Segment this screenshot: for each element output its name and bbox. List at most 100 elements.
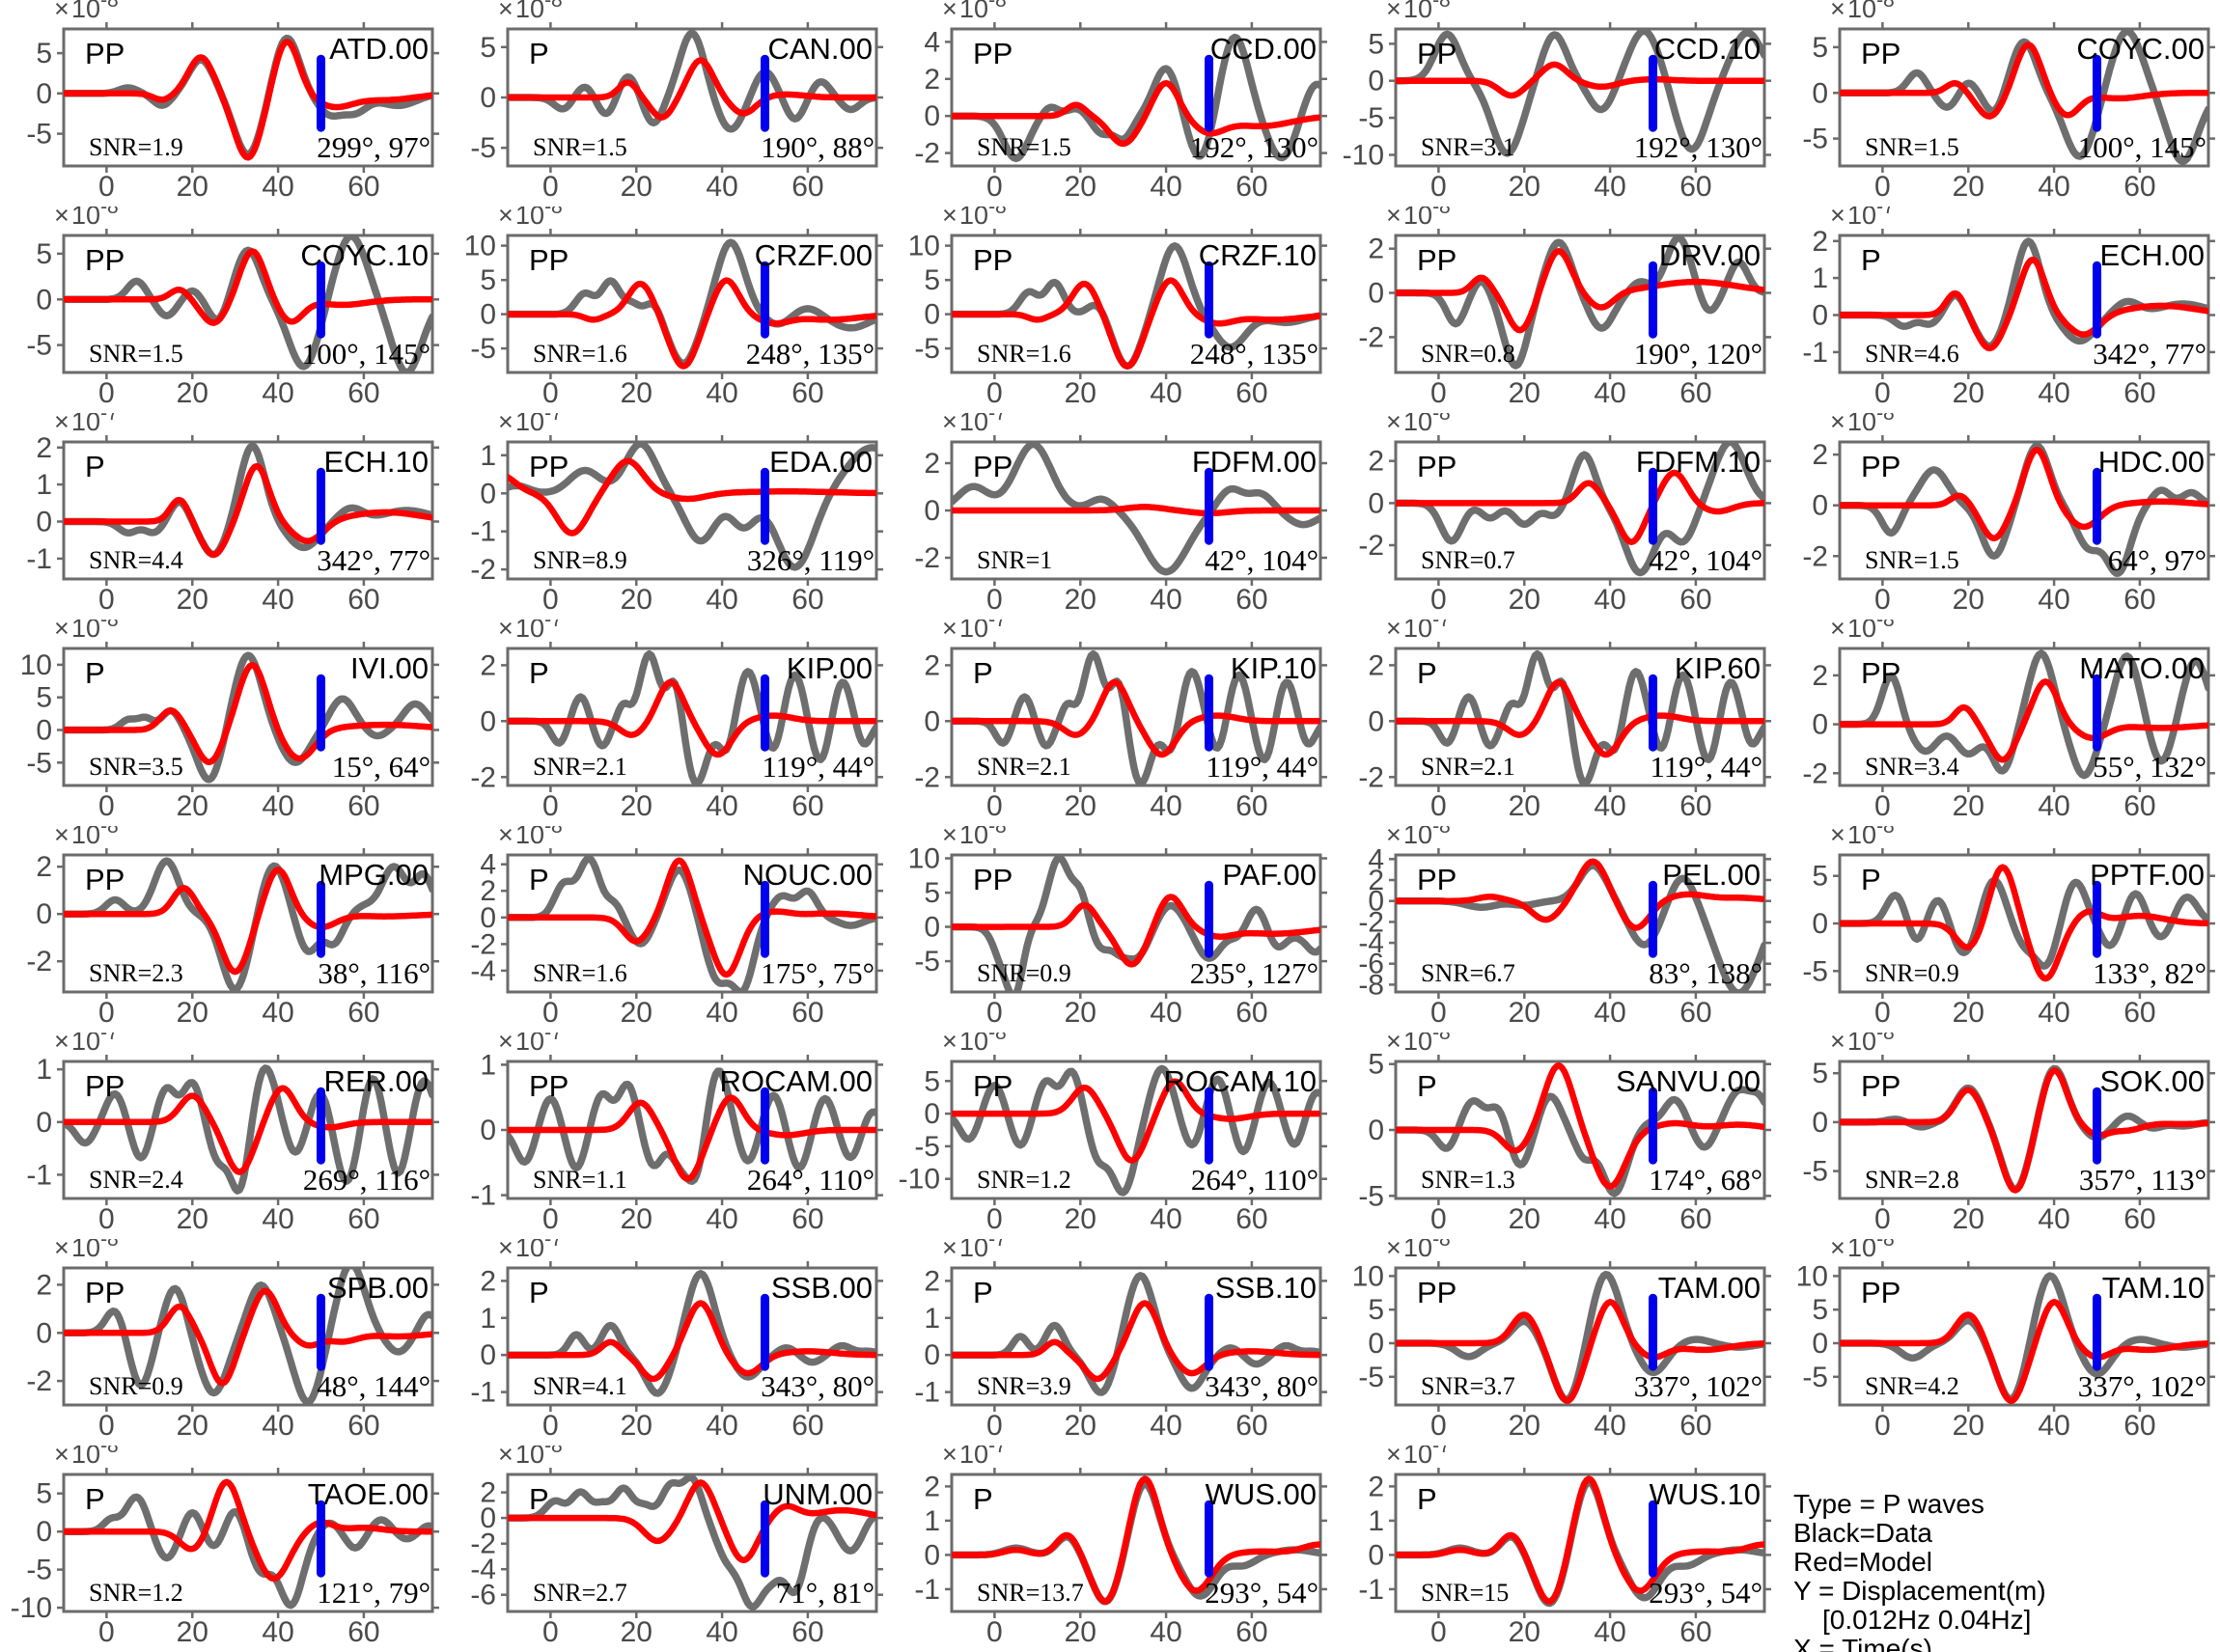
x-tick-label: 20 — [1509, 377, 1540, 409]
panel-PAF.00: 0 20 40 60 10 5 0 -5 × 10-8 PP PAF.00 SNR=0.9 235°, … — [888, 815, 1332, 1032]
axes-box — [62, 440, 434, 581]
model-waveform — [1396, 858, 1764, 931]
x-tick-label: 0 — [542, 790, 559, 822]
phase-label: PP — [85, 37, 125, 70]
y-tick-label: -4 — [470, 955, 496, 987]
y-tick-label: 5 — [36, 238, 52, 270]
station-label: WUS.10 — [1650, 1477, 1761, 1511]
y-tick-label: 10 — [908, 843, 940, 875]
snr-label: SNR=15 — [1421, 1579, 1509, 1607]
panel-CCD.00: 0 20 40 60 4 2 0 -2 × 10-8 PP CCD.00 SNR=1.5 192°, 1… — [888, 0, 1332, 206]
y-tick-label: -2 — [470, 1528, 496, 1560]
y-exponent: × 10-8 — [1386, 413, 1451, 436]
snr-label: SNR=3.7 — [1421, 1372, 1515, 1400]
panel-KIP.00: 0 20 40 60 2 0 -2 × 10-7 P KIP.00 SNR=2.1 119°, 44° — [444, 609, 888, 826]
x-tick-label: 20 — [621, 1203, 652, 1235]
y-exponent: × 10-7 — [498, 620, 563, 643]
angles-label: 192°, 130° — [1634, 130, 1762, 164]
x-tick-label: 0 — [1874, 584, 1891, 616]
x-tick-label: 40 — [1594, 1410, 1625, 1442]
y-tick-label: -2 — [1802, 757, 1828, 789]
x-tick-label: 40 — [1594, 377, 1625, 409]
y-tick-label: 0 — [480, 902, 496, 934]
x-tick-label: 0 — [1430, 584, 1447, 616]
x-tick-label: 60 — [347, 584, 379, 616]
x-tick-label: 40 — [706, 584, 737, 616]
axes-box — [950, 27, 1322, 168]
phase-label: PP — [1417, 1276, 1457, 1309]
y-tick-label: 2 — [1368, 1471, 1384, 1502]
x-tick-label: 40 — [706, 171, 737, 203]
snr-label: SNR=1.5 — [1865, 133, 1959, 161]
panel-TAOE.00: 0 20 40 60 5 0 -5 -10 × 10-8 P TAOE.00 SNR=1.2 121°,… — [0, 1435, 444, 1652]
snr-label: SNR=1.5 — [533, 133, 627, 161]
y-tick-label: -10 — [11, 1592, 52, 1624]
x-tick-label: 20 — [177, 1410, 208, 1442]
x-tick-label: 40 — [706, 790, 737, 822]
y-tick-label: -2 — [26, 1365, 52, 1397]
panel-WUS.00: 0 20 40 60 2 1 0 -1 × 10-7 P WUS.00 SNR=13.7 293°, 5… — [888, 1435, 1332, 1652]
x-tick-label: 0 — [986, 790, 1003, 822]
model-waveform — [1396, 678, 1764, 758]
x-tick-label: 60 — [791, 171, 823, 203]
model-waveform — [64, 1085, 432, 1175]
x-tick-label: 40 — [1594, 1616, 1625, 1648]
y-tick-label: 2 — [1368, 446, 1384, 478]
x-tick-label: 20 — [621, 1410, 652, 1442]
angles-label: 55°, 132° — [2093, 750, 2206, 784]
x-tick-label: 0 — [1874, 790, 1891, 822]
y-tick-label: -5 — [1802, 1156, 1828, 1188]
y-tick-label: -2 — [914, 761, 940, 793]
x-tick-label: 0 — [986, 584, 1003, 616]
x-tick-label: 60 — [1235, 1616, 1267, 1648]
angles-label: 248°, 135° — [746, 337, 874, 371]
x-tick-label: 40 — [1594, 1203, 1625, 1235]
model-waveform — [1840, 256, 2208, 352]
axes-box — [506, 1266, 878, 1407]
x-tick-label: 40 — [262, 1616, 293, 1648]
station-label: MATO.00 — [2079, 651, 2205, 685]
x-tick-label: 40 — [1150, 790, 1181, 822]
axis-ticks — [1833, 1055, 2215, 1205]
panel-plot: 0 20 40 60 2 1 0 -1 × 10-7 P ECH.10 SNR=4.4 342°, 77… — [26, 402, 439, 616]
y-tick-label: -10 — [1343, 140, 1384, 172]
x-tick-label: 0 — [98, 377, 115, 409]
panel-IVI.00: 0 20 40 60 10 5 0 -5 × 10-8 P IVI.00 SNR=3.5 15°, 64… — [0, 609, 444, 826]
x-tick-label: 40 — [706, 1203, 737, 1235]
y-tick-label: -1 — [470, 1180, 496, 1212]
axes-box — [1394, 853, 1766, 994]
x-tick-label: 40 — [1150, 171, 1181, 203]
y-tick-label: 2 — [36, 432, 52, 464]
x-tick-label: 20 — [177, 997, 208, 1029]
angles-label: 269°, 116° — [303, 1163, 430, 1197]
x-tick-label: 60 — [2123, 790, 2155, 822]
snr-label: SNR=0.9 — [977, 959, 1071, 987]
x-tick-label: 40 — [262, 584, 293, 616]
tick-labels: 0 20 40 60 1 0 -1 — [470, 1049, 823, 1235]
x-tick-label: 20 — [1953, 171, 1984, 203]
x-tick-label: 0 — [1874, 1203, 1891, 1235]
y-tick-label: 1 — [36, 469, 52, 501]
station-label: NOUC.00 — [743, 858, 873, 892]
station-label: SSB.10 — [1215, 1271, 1317, 1305]
y-tick-label: -5 — [26, 747, 52, 779]
y-tick-label: 5 — [1812, 1058, 1828, 1089]
axes-box — [506, 853, 878, 994]
x-tick-label: 60 — [2123, 377, 2155, 409]
phase-label: P — [1861, 863, 1881, 896]
y-tick-label: 0 — [1812, 490, 1828, 522]
axes-box — [1394, 234, 1766, 374]
station-label: ECH.10 — [323, 445, 429, 479]
y-tick-label: 10 — [908, 231, 940, 262]
x-tick-label: 60 — [347, 790, 379, 822]
panel-MATO.00: 0 20 40 60 2 0 -2 × 10-8 PP MATO.00 SNR=3.4 55°, 13… — [1776, 609, 2220, 826]
model-waveform — [952, 1078, 1320, 1164]
y-exponent: × 10-8 — [1386, 1239, 1451, 1262]
model-waveform — [952, 1300, 1320, 1383]
station-label: ROCAM.00 — [720, 1064, 873, 1098]
x-tick-label: 20 — [1065, 584, 1096, 616]
y-tick-label: 0 — [924, 495, 940, 527]
